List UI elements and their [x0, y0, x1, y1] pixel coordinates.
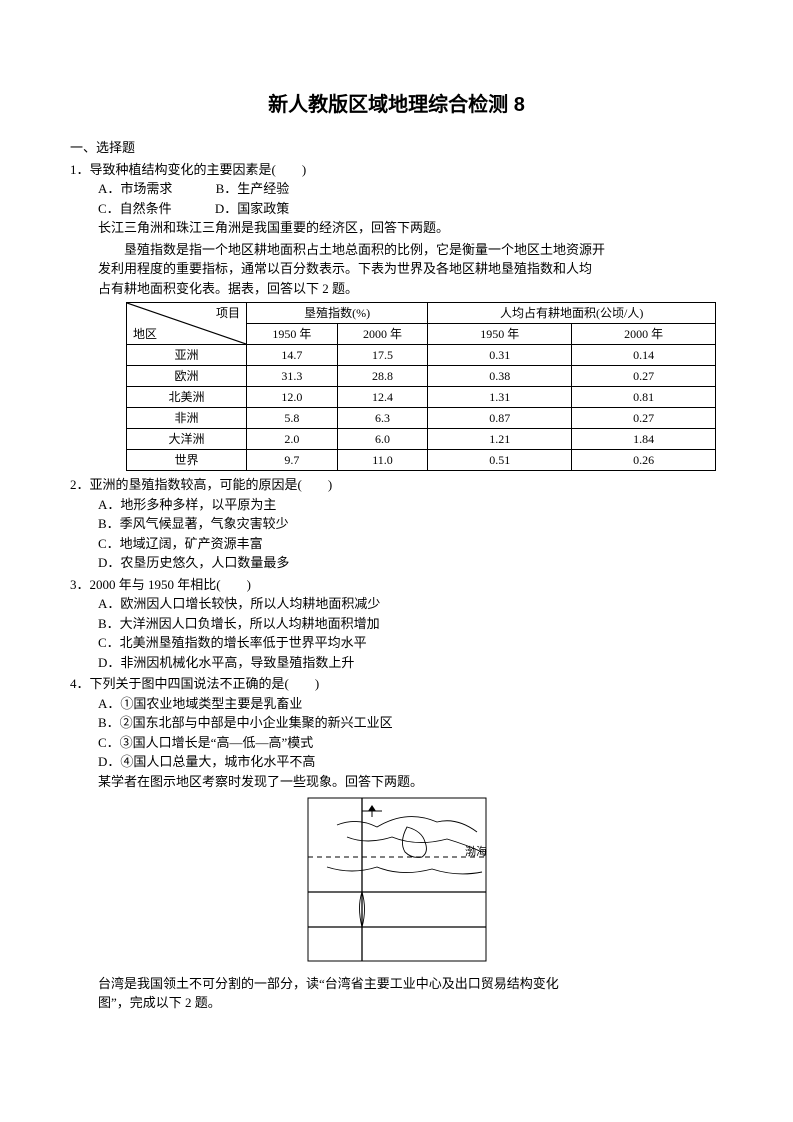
table-diag-header: 项目 地区 [127, 303, 247, 345]
q4-stem: 4．下列关于图中四国说法不正确的是( ) [70, 674, 723, 694]
table-row: 大洋洲2.06.01.211.84 [127, 429, 716, 450]
table-cell: 0.51 [428, 450, 572, 471]
table-cell: 0.31 [428, 345, 572, 366]
q3-opt-a: A．欧洲因人口增长较快，所以人均耕地面积减少 [70, 594, 723, 614]
question-4: 4．下列关于图中四国说法不正确的是( ) A．①国农业地域类型主要是乳畜业 B．… [70, 674, 723, 791]
table-cell: 大洋洲 [127, 429, 247, 450]
table-cell: 非洲 [127, 408, 247, 429]
table-cell: 1.31 [428, 387, 572, 408]
table-cell: 14.7 [247, 345, 338, 366]
table-intro-line1: 垦殖指数是指一个地区耕地面积占土地总面积的比例，它是衡量一个地区土地资源开 [70, 240, 723, 260]
table-row: 亚洲14.717.50.310.14 [127, 345, 716, 366]
diag-bot: 地区 [133, 325, 157, 343]
table-cell: 亚洲 [127, 345, 247, 366]
section-heading: 一、选择题 [70, 138, 723, 158]
col-1950-a: 1950 年 [247, 324, 338, 345]
taiwan-line1: 台湾是我国领土不可分割的一部分，读“台湾省主要工业中心及出口贸易结构变化 [70, 974, 723, 994]
q4-opt-c: C．③国人口增长是“高—低—高”模式 [70, 733, 723, 753]
col-2000-b: 2000 年 [572, 324, 716, 345]
col-header-percap: 人均占有耕地面积(公顷/人) [428, 303, 716, 324]
table-cell: 0.87 [428, 408, 572, 429]
question-2: 2．亚洲的垦殖指数较高，可能的原因是( ) A．地形多种多样，以平原为主 B．季… [70, 475, 723, 573]
q1-opt-c: C．自然条件 [98, 199, 172, 219]
page-title: 新人教版区域地理综合检测 8 [70, 90, 723, 120]
q1-opt-a: A．市场需求 [98, 179, 172, 199]
q2-opt-b: B．季风气候显著，气象灾害较少 [70, 514, 723, 534]
table-cell: 9.7 [247, 450, 338, 471]
table-cell: 6.3 [337, 408, 428, 429]
table-cell: 12.0 [247, 387, 338, 408]
col-header-index: 垦殖指数(%) [247, 303, 428, 324]
map-sea-label: 渤海 [465, 844, 487, 858]
table-cell: 0.27 [572, 366, 716, 387]
q2-opt-d: D．农垦历史悠久，人口数量最多 [70, 553, 723, 573]
table-cell: 17.5 [337, 345, 428, 366]
q3-opt-b: B．大洋洲因人口负增长，所以人均耕地面积增加 [70, 614, 723, 634]
table-row: 欧洲31.328.80.380.27 [127, 366, 716, 387]
q1-opt-b: B．生产经验 [216, 179, 290, 199]
map-figure: 渤海 [70, 797, 723, 968]
table-cell: 0.27 [572, 408, 716, 429]
question-3: 3．2000 年与 1950 年相比( ) A．欧洲因人口增长较快，所以人均耕地… [70, 575, 723, 673]
table-row: 世界9.711.00.510.26 [127, 450, 716, 471]
q1-note: 长江三角洲和珠江三角洲是我国重要的经济区，回答下两题。 [70, 218, 723, 238]
table-cell: 2.0 [247, 429, 338, 450]
table-cell: 北美洲 [127, 387, 247, 408]
q4-opt-a: A．①国农业地域类型主要是乳畜业 [70, 694, 723, 714]
table-cell: 0.26 [572, 450, 716, 471]
q4-note: 某学者在图示地区考察时发现了一些现象。回答下两题。 [70, 772, 723, 792]
q2-opt-a: A．地形多种多样，以平原为主 [70, 495, 723, 515]
q1-opt-d: D．国家政策 [215, 199, 289, 219]
table-cell: 31.3 [247, 366, 338, 387]
taiwan-line2: 图”，完成以下 2 题。 [70, 993, 723, 1013]
q3-opt-d: D．非洲因机械化水平高，导致垦殖指数上升 [70, 653, 723, 673]
question-1: 1．导致种植结构变化的主要因素是( ) A．市场需求 B．生产经验 C．自然条件… [70, 160, 723, 238]
table-row: 北美洲12.012.41.310.81 [127, 387, 716, 408]
q2-stem: 2．亚洲的垦殖指数较高，可能的原因是( ) [70, 475, 723, 495]
q2-opt-c: C．地域辽阔，矿产资源丰富 [70, 534, 723, 554]
table-row: 非洲5.86.30.870.27 [127, 408, 716, 429]
table-cell: 5.8 [247, 408, 338, 429]
table-intro-line2: 发利用程度的重要指标，通常以百分数表示。下表为世界及各地区耕地垦殖指数和人均 [70, 259, 723, 279]
q1-stem: 1．导致种植结构变化的主要因素是( ) [70, 160, 723, 180]
table-cell: 0.38 [428, 366, 572, 387]
q4-opt-d: D．④国人口总量大，城市化水平不高 [70, 752, 723, 772]
table-cell: 世界 [127, 450, 247, 471]
table-cell: 11.0 [337, 450, 428, 471]
data-table: 项目 地区 垦殖指数(%) 人均占有耕地面积(公顷/人) 1950 年 2000… [126, 302, 716, 471]
table-cell: 1.84 [572, 429, 716, 450]
table-intro-line3: 占有耕地面积变化表。据表，回答以下 2 题。 [70, 279, 723, 299]
diag-top: 项目 [216, 304, 240, 322]
table-cell: 6.0 [337, 429, 428, 450]
table-cell: 1.21 [428, 429, 572, 450]
table-cell: 欧洲 [127, 366, 247, 387]
q4-opt-b: B．②国东北部与中部是中小企业集聚的新兴工业区 [70, 713, 723, 733]
q3-stem: 3．2000 年与 1950 年相比( ) [70, 575, 723, 595]
table-cell: 0.14 [572, 345, 716, 366]
col-2000-a: 2000 年 [337, 324, 428, 345]
q3-opt-c: C．北美洲垦殖指数的增长率低于世界平均水平 [70, 633, 723, 653]
table-cell: 12.4 [337, 387, 428, 408]
table-cell: 0.81 [572, 387, 716, 408]
table-cell: 28.8 [337, 366, 428, 387]
col-1950-b: 1950 年 [428, 324, 572, 345]
